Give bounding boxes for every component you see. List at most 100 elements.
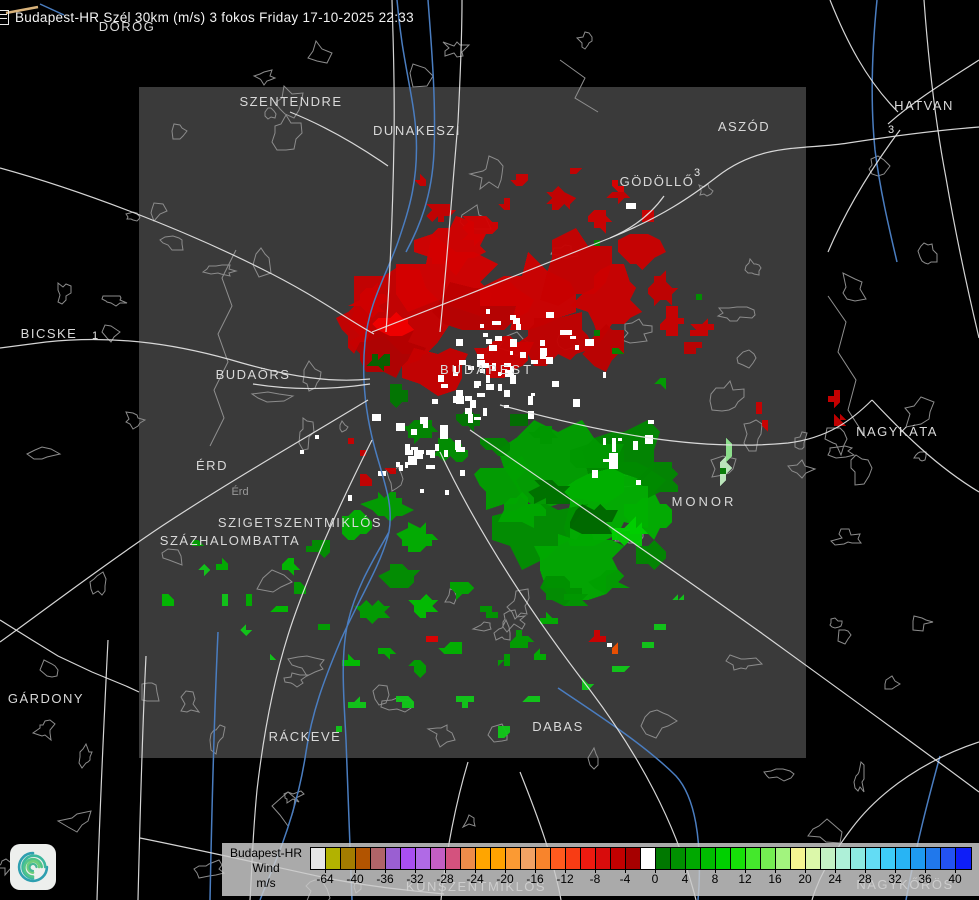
radar-echo-blob — [588, 570, 630, 594]
colorbar-cell — [581, 848, 596, 869]
colorbar-cell — [566, 848, 581, 869]
radar-echo-blob — [498, 654, 510, 666]
legend-source-label: Budapest-HR — [229, 846, 303, 860]
colorbar-cell — [641, 848, 656, 869]
wind-colorbar — [310, 847, 972, 870]
radar-echo-blob — [642, 642, 654, 648]
city-label: GÁRDONY — [8, 691, 84, 706]
radar-echo-blob — [762, 420, 768, 432]
colorbar-cell — [761, 848, 776, 869]
colorbar-tick-label: 28 — [858, 872, 872, 886]
colorbar-tick — [355, 869, 356, 873]
colorbar-cell — [806, 848, 821, 869]
radar-echo-blob — [336, 306, 372, 354]
colorbar-tick — [445, 869, 446, 873]
radar-echo-blob — [462, 216, 498, 246]
radar-echo-blob — [654, 624, 666, 630]
road-number-label: Érd — [231, 485, 248, 498]
city-label: SZIGETSZENTMIKLÓS — [218, 515, 382, 530]
radar-echo-blob — [348, 282, 390, 318]
colorbar-tick-label: 20 — [798, 872, 812, 886]
radar-echo-blob — [264, 654, 276, 666]
radar-echo-blob — [408, 174, 426, 186]
radar-echo-blob — [438, 642, 462, 654]
colorbar-tick-label: -16 — [526, 872, 544, 886]
radar-echo-blob — [384, 468, 396, 474]
colorbar-tick — [565, 869, 566, 873]
colorbar-cell — [521, 848, 536, 869]
city-label: BICSKE — [21, 326, 78, 341]
radar-echo-blob — [660, 306, 684, 336]
colorbar-cell — [926, 848, 941, 869]
radar-echo-blob — [216, 558, 228, 570]
colorbar-cell — [551, 848, 566, 869]
city-label: HATVAN — [894, 98, 954, 113]
radar-echo-blob — [720, 468, 726, 474]
colorbar-cell — [431, 848, 446, 869]
radar-echo-blob — [672, 594, 684, 606]
radar-echo-blob — [342, 654, 360, 666]
colorbar-cell — [896, 848, 911, 869]
radar-echo-blob — [648, 270, 678, 306]
colorbar-cell — [476, 848, 491, 869]
colorbar-tick — [385, 869, 386, 873]
colorbar-tick-label: 8 — [711, 872, 719, 886]
city-label: BUDAPEST — [440, 362, 534, 377]
radar-echo-blob — [198, 564, 210, 576]
radar-echo-blob — [402, 348, 468, 396]
radar-echo-blob — [510, 414, 528, 426]
radar-echo-blob — [480, 606, 498, 618]
radar-echo-blob — [612, 348, 624, 354]
radar-echo-blob — [294, 582, 306, 594]
radar-echo-blob — [570, 264, 642, 342]
colorbar-cell — [866, 848, 881, 869]
road-segment-tan — [5, 5, 39, 15]
radar-echo-blob — [306, 540, 330, 558]
radar-echo-blob — [654, 378, 666, 390]
city-label: BUDAÖRS — [216, 367, 291, 382]
radar-echo-blob — [540, 612, 558, 630]
radar-echo-blob — [390, 384, 408, 408]
menu-icon[interactable] — [0, 9, 9, 25]
colorbar-tick — [715, 869, 716, 873]
colorbar-tick-label: 12 — [738, 872, 752, 886]
colorbar-cell — [341, 848, 356, 869]
colorbar-cell — [851, 848, 866, 869]
colorbar-cell — [671, 848, 686, 869]
radar-echo-blob — [456, 696, 474, 708]
colorbar-tick-label: -8 — [589, 872, 601, 886]
radar-echo-blob — [360, 474, 372, 486]
colorbar-tick-label: -4 — [619, 872, 631, 886]
radar-echo-blob — [378, 564, 420, 588]
colorbar-cell — [611, 848, 626, 869]
radar-echo-blob — [726, 438, 732, 462]
city-label: ASZÓD — [718, 119, 770, 134]
colorbar-tick — [775, 869, 776, 873]
app-logo[interactable] — [10, 844, 56, 890]
map-title-text: Budapest-HR Szél 30km (m/s) 3 fokos Frid… — [15, 9, 414, 25]
colorbar-tick-label: -64 — [316, 872, 334, 886]
colorbar-tick — [745, 869, 746, 873]
colorbar-tick-label: 36 — [918, 872, 932, 886]
radar-echo-blob — [426, 636, 438, 642]
city-label: SZENTENDRE — [239, 94, 342, 109]
colorbar-tick — [865, 869, 866, 873]
colorbar-cell — [911, 848, 926, 869]
colorbar-tick — [685, 869, 686, 873]
colorbar-tick-label: -32 — [406, 872, 424, 886]
city-label: MONOR — [672, 494, 737, 509]
colorbar-tick-label: 32 — [888, 872, 902, 886]
colorbar-cell — [356, 848, 371, 869]
colorbar-cell — [821, 848, 836, 869]
radar-echo-blob — [282, 558, 300, 576]
map-title: Budapest-HR Szél 30km (m/s) 3 fokos Frid… — [0, 7, 414, 27]
radar-echo-blob — [636, 462, 678, 498]
radar-echo-blob — [342, 438, 354, 444]
city-label: RÁCKEVE — [269, 729, 342, 744]
radar-echo-blob — [612, 642, 618, 654]
radar-echo-blob — [378, 648, 396, 660]
colorbar-tick-label: 16 — [768, 872, 782, 886]
radar-echo-blob — [582, 324, 624, 372]
radar-echo-blob — [162, 594, 174, 606]
